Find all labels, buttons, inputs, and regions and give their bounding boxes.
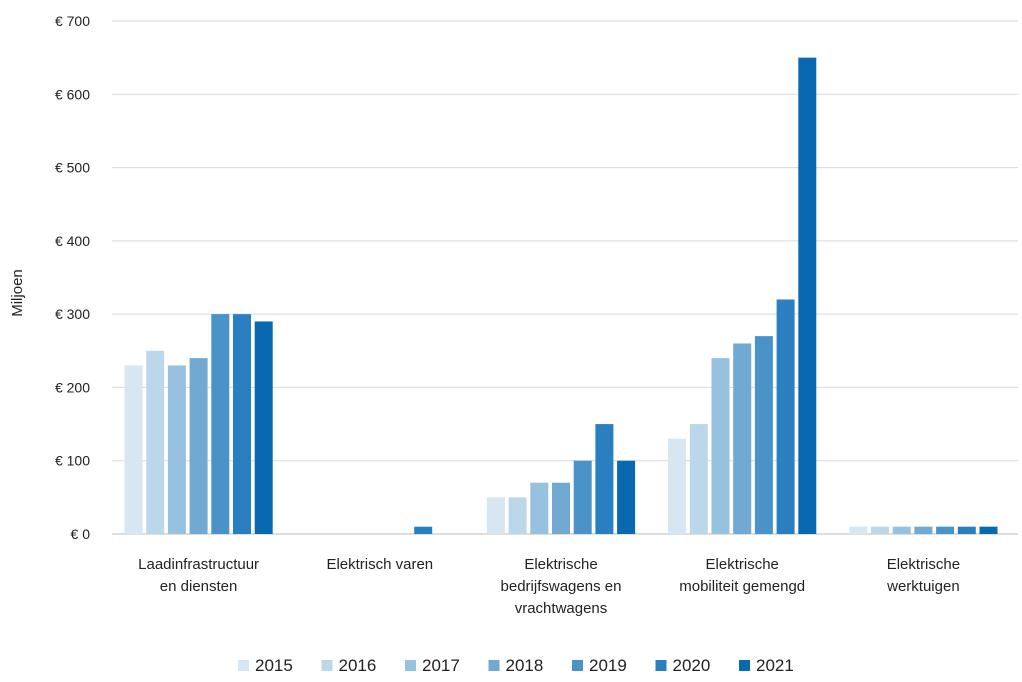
legend-swatch-2017 <box>405 660 416 671</box>
category-label: Elektrische <box>524 556 597 573</box>
legend-swatch-2020 <box>655 660 667 671</box>
bar-2021-cat-2 <box>617 460 636 534</box>
legend-swatch-2021 <box>739 660 750 671</box>
bar-2021-cat-4 <box>979 526 998 534</box>
y-tick-label: € 200 <box>55 379 90 395</box>
legend-swatch-2019 <box>572 660 583 671</box>
bar-2016-cat-2 <box>508 497 527 534</box>
y-tick-label: € 500 <box>55 160 90 176</box>
bar-2015-cat-2 <box>486 497 505 534</box>
legend-swatch-2015 <box>238 660 249 671</box>
bar-2020-cat-3 <box>776 299 795 534</box>
legend: 2015 2016 2017 2018 2019 2020 2021 <box>238 656 794 675</box>
legend-label-2019: 2019 <box>589 656 627 675</box>
bar-2019-cat-0 <box>211 314 230 534</box>
bar-2018-cat-3 <box>733 343 752 534</box>
category-label: Elektrische <box>706 556 779 573</box>
bar-2015-cat-4 <box>849 526 868 534</box>
bar-2017-cat-4 <box>892 526 911 534</box>
legend-label-2017: 2017 <box>422 656 460 675</box>
category-label: vrachtwagens <box>515 600 608 617</box>
legend-swatch-2016 <box>321 660 333 671</box>
bar-2020-cat-2 <box>595 424 614 534</box>
legend-label-2021: 2021 <box>756 656 794 675</box>
category-label: werktuigen <box>886 578 960 595</box>
bar-2016-cat-0 <box>146 350 165 534</box>
bar-2019-cat-2 <box>573 460 592 534</box>
bar-2021-cat-0 <box>254 321 273 534</box>
legend-swatch-2018 <box>488 660 500 671</box>
category-label: Elektrisch varen <box>326 556 433 573</box>
y-tick-label: € 400 <box>55 233 90 249</box>
category-label: bedrijfswagens en <box>501 578 622 595</box>
legend-label-2015: 2015 <box>255 656 293 675</box>
category-label: Elektrische <box>887 556 960 573</box>
legend-label-2018: 2018 <box>506 656 544 675</box>
legend-label-2020: 2020 <box>673 656 711 675</box>
y-tick-label: € 600 <box>55 86 90 102</box>
bar-2018-cat-0 <box>189 358 208 534</box>
bar-2020-cat-0 <box>233 314 251 534</box>
category-labels: Laadinfrastructuur en diensten Elektrisch … <box>138 556 960 617</box>
category-label: mobiliteit gemengd <box>679 578 805 595</box>
bar-2021-cat-3 <box>798 57 817 535</box>
bar-2017-cat-3 <box>711 358 730 534</box>
legend-label-2016: 2016 <box>339 656 377 675</box>
bar-2017-cat-2 <box>530 482 549 534</box>
bar-2015-cat-0 <box>124 365 143 534</box>
bar-2016-cat-3 <box>689 424 708 534</box>
bar-2018-cat-4 <box>914 526 933 534</box>
category-label: Laadinfrastructuur <box>138 556 259 573</box>
y-tick-label: € 100 <box>55 453 90 469</box>
bar-2016-cat-4 <box>871 526 889 534</box>
bar-2020-cat-4 <box>957 526 976 534</box>
bar-2017-cat-0 <box>167 365 186 534</box>
bar-2015-cat-3 <box>668 438 687 534</box>
y-tick-label: € 300 <box>55 306 90 322</box>
y-tick-label: € 700 <box>55 13 90 29</box>
bars <box>124 57 998 535</box>
bar-2019-cat-3 <box>754 336 773 534</box>
bar-2018-cat-2 <box>552 482 570 534</box>
bar-2019-cat-4 <box>936 526 955 534</box>
category-label: en diensten <box>160 578 238 595</box>
y-axis-ticks: € 0 € 100 € 200 € 300 € 400 € 500 € 600 € 700 <box>55 13 90 542</box>
y-tick-label: € 0 <box>71 526 91 542</box>
bar-2020-cat-1 <box>414 526 433 534</box>
y-axis-label: Miljoen <box>9 269 26 317</box>
